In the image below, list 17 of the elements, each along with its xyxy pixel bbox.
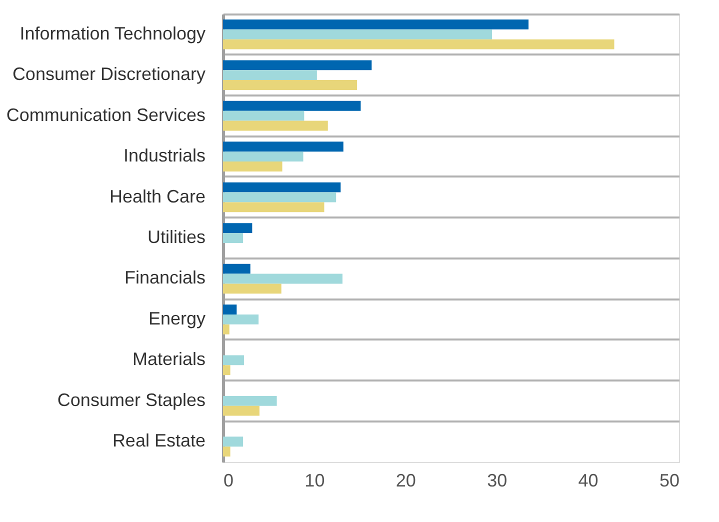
- y-tick-label: Communication Services: [6, 104, 206, 125]
- y-tick-label: Consumer Staples: [57, 390, 206, 410]
- x-tick-label: 40: [578, 470, 598, 490]
- y-tick-label: Consumer Discretionary: [12, 64, 206, 84]
- y-tick-label: Industrials: [123, 146, 206, 166]
- y-tick-label: Information Technology: [20, 23, 206, 44]
- x-tick-label: 10: [304, 470, 325, 490]
- x-tick-label: 30: [487, 470, 508, 490]
- y-tick-label: Financials: [124, 268, 206, 288]
- y-tick-label: Health Care: [109, 186, 206, 206]
- y-tick-label: Energy: [148, 308, 206, 328]
- x-tick-label: 50: [659, 470, 680, 490]
- y-tick-label: Real Estate: [112, 430, 206, 451]
- x-tick-label: 0: [224, 470, 234, 490]
- x-tick-label: 20: [396, 470, 416, 490]
- y-tick-label: Utilities: [147, 227, 206, 247]
- y-tick-label: Materials: [132, 349, 206, 370]
